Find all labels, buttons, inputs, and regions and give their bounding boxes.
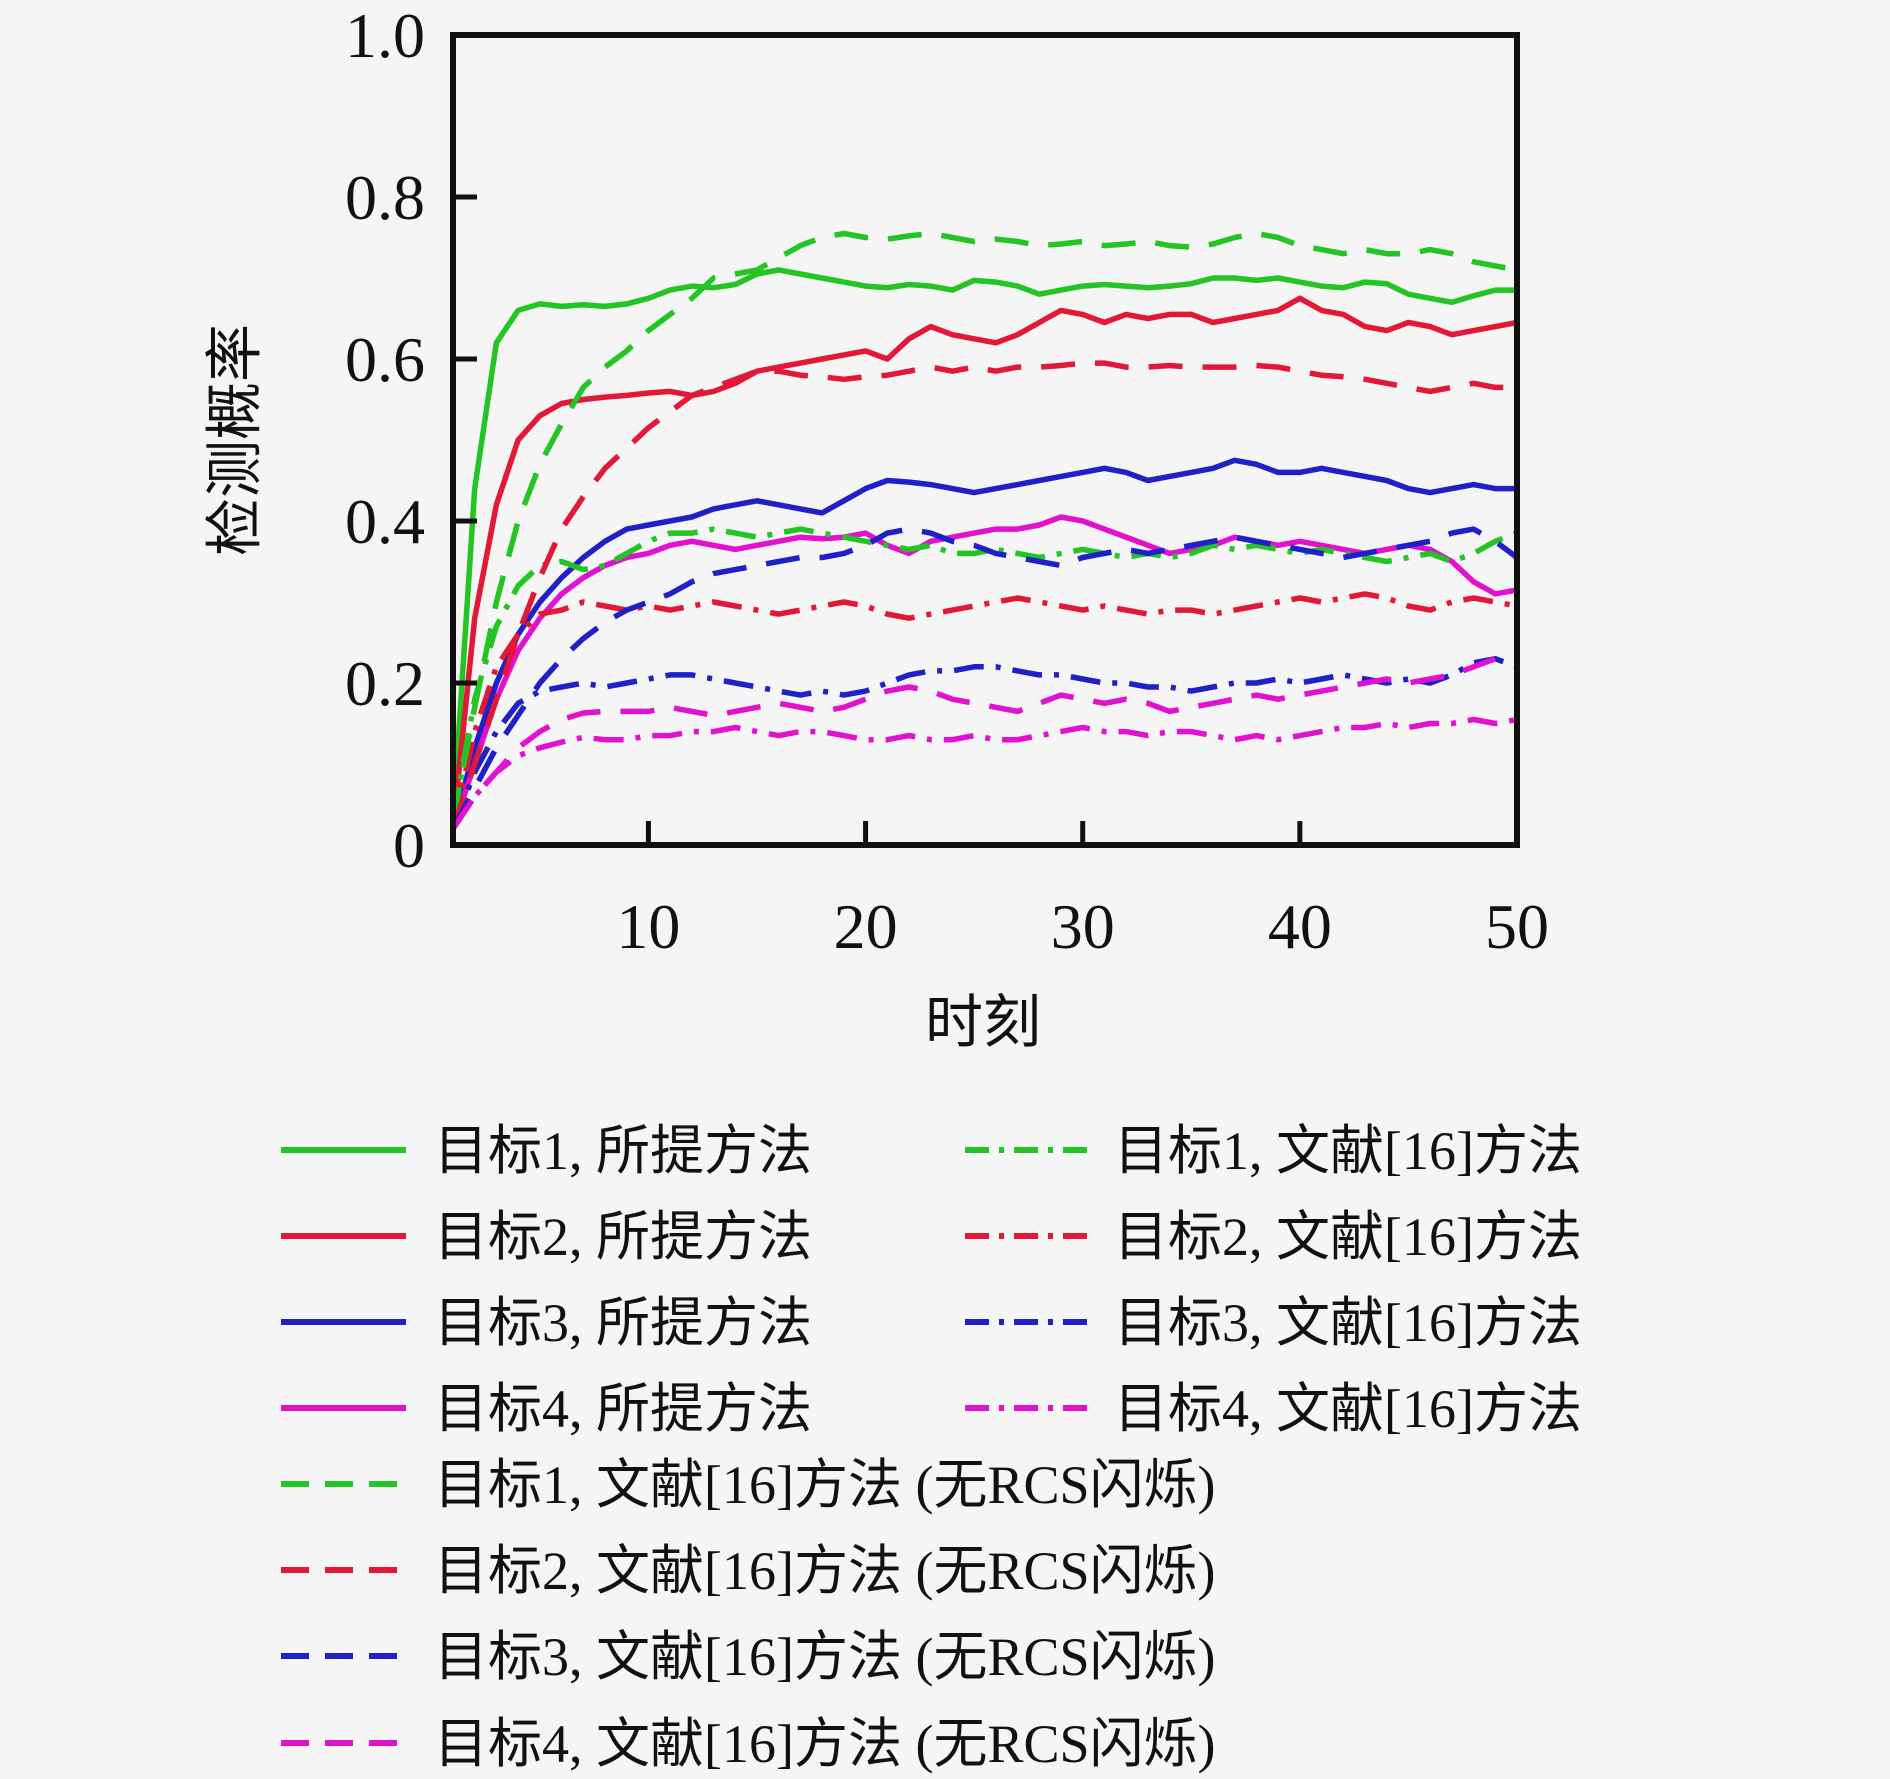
y-axis-title: 检测概率: [203, 324, 268, 556]
series-target2-ref16: [450, 591, 1518, 830]
legend-label-target1-ref16: 目标1, 文献[16]方法: [1114, 1121, 1582, 1181]
x-tick-label: 40: [1268, 891, 1332, 962]
plot-frame: [450, 32, 1520, 848]
series-target4-proposed: [450, 514, 1518, 830]
x-tick-label: 50: [1485, 891, 1549, 962]
x-tick-label: 10: [616, 891, 680, 962]
series-target3-ref16: [450, 655, 1518, 830]
x-axis-title: 时刻: [925, 990, 1041, 1055]
y-tick-label: 0.6: [345, 324, 425, 395]
series-target2-ref16-norcs: [450, 360, 1517, 830]
x-tick-label: 30: [1051, 891, 1115, 962]
legend-label-target2-ref16-norcs: 目标2, 文献[16]方法 (无RCS闪烁): [434, 1541, 1216, 1601]
y-tick-label: 0: [393, 810, 425, 881]
legend-label-target2-ref16: 目标2, 文献[16]方法: [1114, 1207, 1582, 1267]
series-target3-ref16-norcs: [450, 526, 1519, 831]
series-target1-ref16: [450, 526, 1518, 822]
series-target1-ref16-norcs: [450, 230, 1518, 822]
axes: 10 20 30 40 50 0 0.2 0.4 0.6 0.8 1.0: [345, 0, 1549, 962]
y-tick-label: 0.8: [345, 162, 425, 233]
legend-label-target4-ref16: 目标4, 文献[16]方法: [1114, 1379, 1582, 1439]
series-target2-proposed: [450, 295, 1518, 830]
series-target4-ref16-norcs: [450, 655, 1518, 831]
legend-label-target3-proposed: 目标3, 所提方法: [434, 1293, 812, 1353]
y-tick-label: 0.2: [345, 648, 425, 719]
y-tick-label: 1.0: [345, 0, 425, 71]
legend-label-target3-ref16-norcs: 目标3, 文献[16]方法 (无RCS闪烁): [434, 1627, 1216, 1687]
legend-label-target2-proposed: 目标2, 所提方法: [434, 1207, 812, 1267]
series-target4-ref16: [450, 716, 1518, 831]
legend-label-target1-proposed: 目标1, 所提方法: [434, 1121, 812, 1181]
y-tick-label: 0.4: [345, 486, 425, 557]
legend-label-target3-ref16: 目标3, 文献[16]方法: [1114, 1293, 1582, 1353]
plot-series: [450, 230, 1519, 831]
series-target3-proposed: [450, 457, 1517, 830]
x-tick-label: 20: [834, 891, 898, 962]
legend-label-target4-proposed: 目标4, 所提方法: [434, 1379, 812, 1439]
series-target1-proposed: [450, 267, 1517, 821]
legend-label-target4-ref16-norcs: 目标4, 文献[16]方法 (无RCS闪烁): [434, 1714, 1216, 1774]
legend-label-target1-ref16-norcs: 目标1, 文献[16]方法 (无RCS闪烁): [434, 1455, 1216, 1515]
